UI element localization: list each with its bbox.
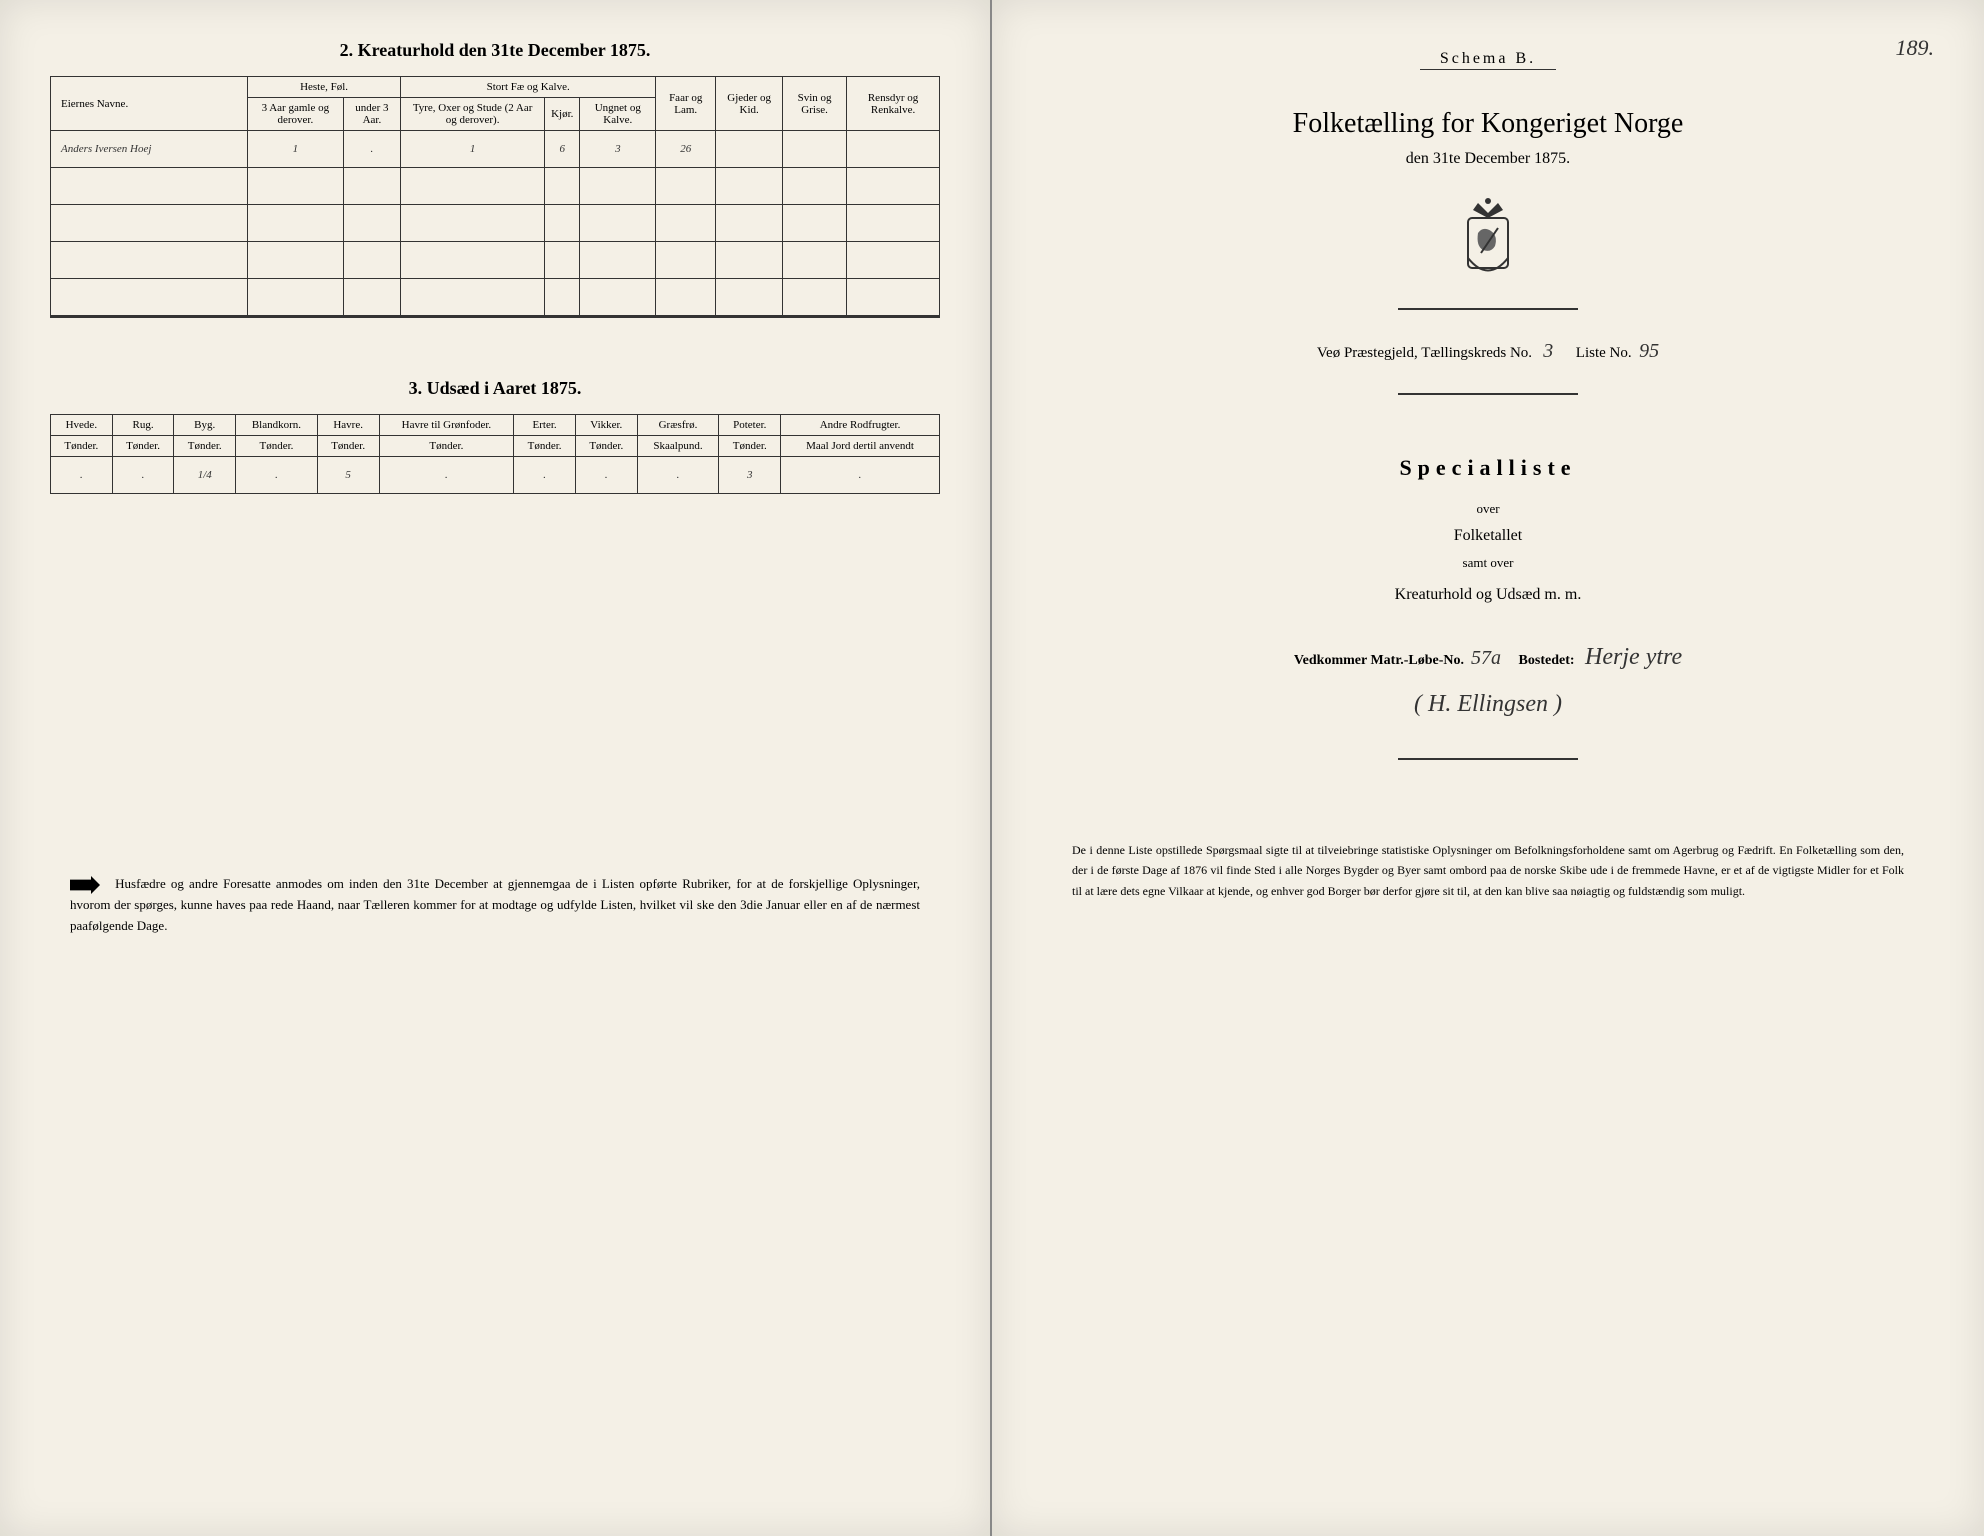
- bosted-value: Herje ytre: [1585, 644, 1682, 670]
- col-peas: Erter.: [514, 415, 576, 436]
- table-row: [51, 205, 940, 242]
- cell: [847, 131, 940, 168]
- col-horses-a: 3 Aar gamle og derover.: [248, 98, 344, 131]
- main-title: Folketælling for Kongeriget Norge: [1042, 108, 1934, 140]
- col-cattle-c: Ungnet og Kalve.: [580, 98, 656, 131]
- col-barley: Byg.: [174, 415, 236, 436]
- footer-text: Husfædre og andre Foresatte anmodes om i…: [70, 876, 920, 933]
- section2-title: 2. Kreaturhold den 31te December 1875.: [50, 40, 940, 61]
- kreds-number: 3: [1543, 340, 1553, 362]
- table-row: Anders Iversen Hoej 1 . 1 6 3 26: [51, 131, 940, 168]
- cell: .: [379, 457, 514, 494]
- cell: 3: [719, 457, 781, 494]
- cell: .: [112, 457, 174, 494]
- col-rye: Rug.: [112, 415, 174, 436]
- unit: Tønder.: [317, 436, 379, 457]
- left-footer-note: Husfædre og andre Foresatte anmodes om i…: [50, 874, 940, 936]
- samt-over: samt over: [1042, 555, 1934, 571]
- unit: Tønder.: [112, 436, 174, 457]
- matr-no: 57a: [1471, 647, 1501, 669]
- section3-title: 3. Udsæd i Aaret 1875.: [50, 378, 940, 399]
- col-cattle: Stort Fæ og Kalve.: [401, 77, 656, 98]
- crest-icon: [1453, 198, 1523, 288]
- cell: .: [51, 457, 113, 494]
- district-line: Veø Præstegjeld, Tællingskreds No. 3 Lis…: [1042, 340, 1934, 363]
- cell: .: [781, 457, 940, 494]
- cell: .: [637, 457, 719, 494]
- bosted-label: Bostedet:: [1519, 653, 1575, 668]
- right-page: 189. Schema B. Folketælling for Kongerig…: [992, 0, 1984, 1536]
- sub-date: den 31te December 1875.: [1042, 150, 1934, 168]
- livestock-table: Eiernes Navne. Heste, Føl. Stort Fæ og K…: [50, 76, 940, 318]
- col-potato: Poteter.: [719, 415, 781, 436]
- table-row: [51, 168, 940, 205]
- col-mixed: Blandkorn.: [236, 415, 318, 436]
- unit: Tønder.: [379, 436, 514, 457]
- col-horses-b: under 3 Aar.: [343, 98, 400, 131]
- vedkommer-label1: Vedkommer Matr.-Løbe-No.: [1294, 653, 1464, 668]
- col-grass: Græsfrø.: [637, 415, 719, 436]
- cell: 5: [317, 457, 379, 494]
- owner-name: Anders Iversen Hoej: [51, 131, 248, 168]
- cell: 1: [401, 131, 545, 168]
- cell: 1/4: [174, 457, 236, 494]
- col-reindeer: Rensdyr og Renkalve.: [847, 77, 940, 131]
- unit: Skaalpund.: [637, 436, 719, 457]
- cell: .: [575, 457, 637, 494]
- col-cattle-a: Tyre, Oxer og Stude (2 Aar og derover).: [401, 98, 545, 131]
- schema-text: Schema B.: [1420, 50, 1556, 70]
- page-number: 189.: [1896, 35, 1935, 61]
- unit: Tønder.: [514, 436, 576, 457]
- col-pigs: Svin og Grise.: [783, 77, 847, 131]
- liste-number: 95: [1639, 340, 1659, 362]
- over-text: over: [1042, 501, 1934, 517]
- kreatur-line: Kreaturhold og Udsæd m. m.: [1042, 586, 1934, 604]
- cell: [783, 131, 847, 168]
- cell: [716, 131, 783, 168]
- district-prefix: Veø Præstegjeld, Tællingskreds No.: [1317, 345, 1532, 361]
- cell: 26: [656, 131, 716, 168]
- table-row: [51, 279, 940, 317]
- signature: ( H. Ellingsen ): [1042, 691, 1934, 718]
- vedkommer-line: Vedkommer Matr.-Løbe-No. 57a Bostedet: H…: [1042, 644, 1934, 671]
- col-goats: Gjeder og Kid.: [716, 77, 783, 131]
- right-footer: De i denne Liste opstillede Spørgsmaal s…: [1042, 840, 1934, 901]
- seed-table: Hvede. Rug. Byg. Blandkorn. Havre. Havre…: [50, 414, 940, 494]
- divider: [1398, 308, 1578, 310]
- col-horses: Heste, Føl.: [248, 77, 401, 98]
- cell: .: [514, 457, 576, 494]
- table-row: [51, 242, 940, 279]
- left-page: 2. Kreaturhold den 31te December 1875. E…: [0, 0, 992, 1536]
- cell: .: [343, 131, 400, 168]
- col-other: Andre Rodfrugter.: [781, 415, 940, 436]
- col-name: Eiernes Navne.: [51, 77, 248, 131]
- col-sheep: Faar og Lam.: [656, 77, 716, 131]
- divider: [1398, 393, 1578, 395]
- col-vetch: Vikker.: [575, 415, 637, 436]
- cell: 3: [580, 131, 656, 168]
- special-title: Specialliste: [1042, 455, 1934, 481]
- unit: Maal Jord dertil anvendt: [781, 436, 940, 457]
- cell: 6: [545, 131, 580, 168]
- unit: Tønder.: [174, 436, 236, 457]
- col-oats-green: Havre til Grønfoder.: [379, 415, 514, 436]
- cell: .: [236, 457, 318, 494]
- unit: Tønder.: [575, 436, 637, 457]
- col-wheat: Hvede.: [51, 415, 113, 436]
- pointer-icon: [70, 876, 100, 894]
- divider: [1398, 758, 1578, 760]
- col-oats: Havre.: [317, 415, 379, 436]
- unit: Tønder.: [236, 436, 318, 457]
- table-row: . . 1/4 . 5 . . . . 3 .: [51, 457, 940, 494]
- col-cattle-b: Kjør.: [545, 98, 580, 131]
- folketallet: Folketallet: [1042, 527, 1934, 545]
- cell: 1: [248, 131, 344, 168]
- liste-label: Liste No.: [1576, 345, 1632, 361]
- schema-label: Schema B.: [1042, 50, 1934, 68]
- book-spread: 2. Kreaturhold den 31te December 1875. E…: [0, 0, 1984, 1536]
- unit: Tønder.: [51, 436, 113, 457]
- unit: Tønder.: [719, 436, 781, 457]
